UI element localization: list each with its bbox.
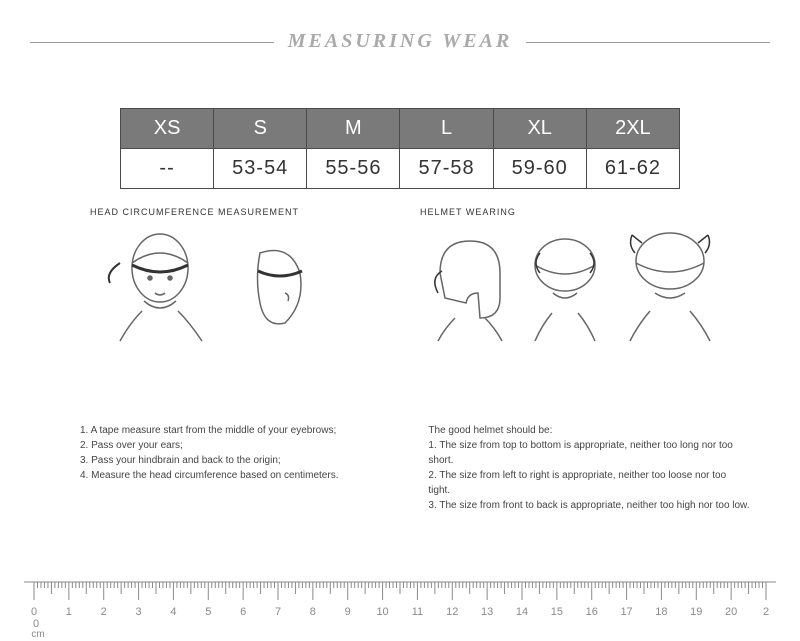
svg-text:2: 2 — [101, 606, 107, 618]
instructions-left: 1. A tape measure start from the middle … — [80, 423, 402, 513]
svg-text:4: 4 — [170, 606, 176, 618]
inst-line: 2. Pass over your ears; — [80, 438, 402, 453]
inst-line: 1. The size from top to bottom is approp… — [428, 438, 750, 468]
col-header: L — [400, 109, 493, 149]
table-row: -- 53-54 55-56 57-58 59-60 61-62 — [121, 149, 680, 189]
table-cell: -- — [121, 149, 214, 189]
ruler-icon: 0123456789101112131415161718192020cm — [24, 581, 776, 637]
instructions-right: The good helmet should be: 1. The size f… — [428, 423, 750, 513]
inst-line: 2. The size from left to right is approp… — [428, 468, 750, 498]
page-title: MEASURING WEAR — [274, 30, 526, 53]
table-cell: 53-54 — [214, 149, 307, 189]
table-cell: 59-60 — [493, 149, 586, 189]
helmet-step2-icon — [520, 223, 610, 343]
svg-text:2: 2 — [763, 606, 769, 618]
table-cell: 57-58 — [400, 149, 493, 189]
table-header-row: XS S M L XL 2XL — [121, 109, 680, 149]
svg-text:17: 17 — [620, 606, 632, 618]
svg-text:20: 20 — [725, 606, 737, 618]
svg-text:19: 19 — [690, 606, 702, 618]
svg-text:7: 7 — [275, 606, 281, 618]
diagram-measure: HEAD CIRCUMFERENCE MEASUREMENT — [90, 207, 320, 343]
svg-text:13: 13 — [481, 606, 493, 618]
diagram-title-right: HELMET WEARING — [420, 207, 720, 217]
table-cell: 61-62 — [586, 149, 679, 189]
inst-line: 3. Pass your hindbrain and back to the o… — [80, 453, 402, 468]
svg-text:9: 9 — [345, 606, 351, 618]
helmet-step1-icon — [420, 223, 510, 343]
svg-text:16: 16 — [586, 606, 598, 618]
col-header: S — [214, 109, 307, 149]
col-header: XL — [493, 109, 586, 149]
header-wrap: MEASURING WEAR — [0, 30, 800, 53]
svg-text:12: 12 — [446, 606, 458, 618]
svg-text:14: 14 — [516, 606, 528, 618]
svg-text:11: 11 — [412, 606, 423, 618]
size-chart-table: XS S M L XL 2XL -- 53-54 55-56 57-58 59-… — [120, 108, 680, 189]
col-header: XS — [121, 109, 214, 149]
svg-text:8: 8 — [310, 606, 316, 618]
svg-text:cm: cm — [31, 629, 44, 637]
inst-line: 4. Measure the head circumference based … — [80, 468, 402, 483]
svg-text:6: 6 — [240, 606, 246, 618]
head-measure-sketch-icon — [90, 223, 220, 343]
svg-text:0: 0 — [31, 606, 37, 618]
svg-text:1: 1 — [66, 606, 72, 618]
svg-text:15: 15 — [551, 606, 563, 618]
svg-text:5: 5 — [205, 606, 211, 618]
svg-text:3: 3 — [136, 606, 142, 618]
diagram-title-left: HEAD CIRCUMFERENCE MEASUREMENT — [90, 207, 320, 217]
inst-line: 1. A tape measure start from the middle … — [80, 423, 402, 438]
helmet-step3-icon — [620, 223, 720, 343]
col-header: M — [307, 109, 400, 149]
diagram-section: HEAD CIRCUMFERENCE MEASUREMENT HEL — [0, 207, 800, 343]
inst-line: 3. The size from front to back is approp… — [428, 498, 750, 513]
table-cell: 55-56 — [307, 149, 400, 189]
svg-text:10: 10 — [376, 606, 388, 618]
diagram-helmet: HELMET WEARING — [420, 207, 720, 343]
inst-line: The good helmet should be: — [428, 423, 750, 438]
instruction-section: 1. A tape measure start from the middle … — [0, 423, 800, 513]
svg-text:18: 18 — [655, 606, 667, 618]
col-header: 2XL — [586, 109, 679, 149]
head-side-sketch-icon — [230, 233, 320, 343]
